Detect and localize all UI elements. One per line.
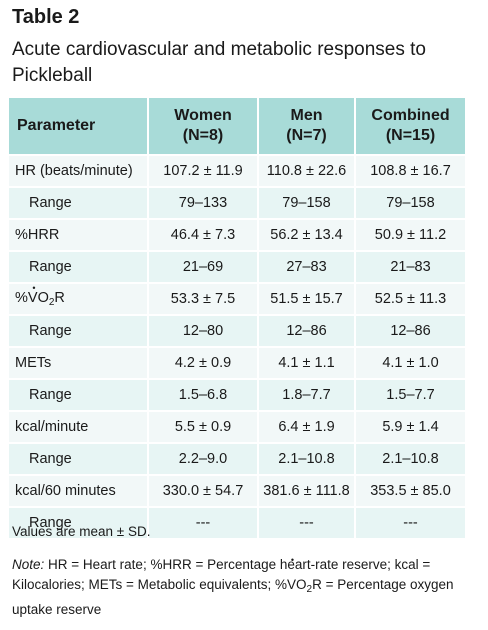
row-label: %V • O2R bbox=[9, 282, 149, 315]
row-label: kcal/minute bbox=[9, 410, 149, 443]
note-text-a: HR = Heart rate; %HRR = Percentage heart… bbox=[12, 555, 430, 592]
header-combined-label: Combined bbox=[371, 107, 450, 124]
row-label: Range bbox=[9, 506, 149, 538]
table-row: HR (beats/minute) 107.2 ± 11.9 110.8 ± 2… bbox=[9, 154, 465, 187]
table-row: Range 2.2–9.0 2.1–10.8 2.1–10.8 bbox=[9, 442, 465, 475]
row-label: METs bbox=[9, 346, 149, 379]
cell-women: 21–69 bbox=[148, 250, 259, 283]
cell-combined: 5.9 ± 1.4 bbox=[355, 410, 465, 443]
table-row: Range 1.5–6.8 1.8–7.7 1.5–7.7 bbox=[9, 378, 465, 411]
cell-men: 51.5 ± 15.7 bbox=[258, 282, 356, 315]
cell-women: 79–133 bbox=[148, 186, 259, 219]
cell-men: --- bbox=[258, 506, 356, 538]
header-women-n: (N=8) bbox=[182, 127, 224, 144]
header-men: Men (N=7) bbox=[258, 98, 356, 155]
note-text-b: R = Percentage oxygen uptake reserve bbox=[12, 577, 454, 617]
header-combined-n: (N=15) bbox=[385, 127, 436, 144]
cell-combined: 4.1 ± 1.0 bbox=[355, 346, 465, 379]
cell-men: 6.4 ± 1.9 bbox=[258, 410, 356, 443]
row-label: %HRR bbox=[9, 218, 149, 251]
row-label: Range bbox=[9, 250, 149, 283]
vo2r-prefix: %V • bbox=[15, 283, 38, 306]
row-label: kcal/60 minutes bbox=[9, 474, 149, 507]
row-label: Range bbox=[9, 186, 149, 219]
cell-men: 1.8–7.7 bbox=[258, 378, 356, 411]
vdot-mark: • bbox=[32, 283, 36, 293]
header-women: Women (N=8) bbox=[148, 98, 259, 155]
cell-women: 1.5–6.8 bbox=[148, 378, 259, 411]
cell-combined: 108.8 ± 16.7 bbox=[355, 154, 465, 187]
row-label: Range bbox=[9, 314, 149, 347]
cell-men: 2.1–10.8 bbox=[258, 442, 356, 475]
cell-men: 4.1 ± 1.1 bbox=[258, 346, 356, 379]
table-label: Table 2 bbox=[12, 6, 80, 28]
cell-combined: 2.1–10.8 bbox=[355, 442, 465, 475]
row-label: HR (beats/minute) bbox=[9, 154, 149, 187]
header-women-label: Women bbox=[174, 107, 232, 124]
cell-men: 12–86 bbox=[258, 314, 356, 347]
cell-women: 46.4 ± 7.3 bbox=[148, 218, 259, 251]
cell-combined: 353.5 ± 85.0 bbox=[355, 474, 465, 507]
cell-women: 53.3 ± 7.5 bbox=[148, 282, 259, 315]
header-combined: Combined (N=15) bbox=[355, 98, 465, 155]
note-vo2-o: O bbox=[296, 577, 307, 592]
vo2r-subscript: 2 bbox=[48, 297, 55, 308]
cell-women: 2.2–9.0 bbox=[148, 442, 259, 475]
cell-men: 110.8 ± 22.6 bbox=[258, 154, 356, 187]
cell-men: 27–83 bbox=[258, 250, 356, 283]
cell-women: --- bbox=[148, 506, 259, 538]
values-footnote: Values are mean ± SD. bbox=[12, 524, 151, 539]
table-row: Range 21–69 27–83 21–83 bbox=[9, 250, 465, 283]
vdot-mark: • bbox=[290, 555, 295, 565]
data-table: Parameter Women (N=8) Men (N=7) Combined… bbox=[9, 98, 465, 538]
cell-women: 4.2 ± 0.9 bbox=[148, 346, 259, 379]
table-row: kcal/minute 5.5 ± 0.9 6.4 ± 1.9 5.9 ± 1.… bbox=[9, 410, 465, 443]
row-label: Range bbox=[9, 378, 149, 411]
header-parameter: Parameter bbox=[9, 98, 149, 155]
table-caption: Acute cardiovascular and metabolic respo… bbox=[12, 39, 427, 86]
header-men-label: Men bbox=[290, 107, 323, 124]
cell-men: 381.6 ± 111.8 bbox=[258, 474, 356, 507]
note-label: Note: bbox=[12, 557, 45, 572]
abbreviations-note: Note: HR = Heart rate; %HRR = Percentage… bbox=[12, 555, 480, 620]
cell-combined: 21–83 bbox=[355, 250, 465, 283]
vo2r-suffix: R bbox=[54, 290, 65, 306]
table-row: Range 79–133 79–158 79–158 bbox=[9, 186, 465, 219]
table-row: Range --- --- --- bbox=[9, 506, 465, 538]
cell-women: 107.2 ± 11.9 bbox=[148, 154, 259, 187]
header-row: Parameter Women (N=8) Men (N=7) Combined… bbox=[9, 98, 465, 155]
cell-women: 12–80 bbox=[148, 314, 259, 347]
header-men-n: (N=7) bbox=[286, 127, 327, 144]
table-row: %V • O2R 53.3 ± 7.5 51.5 ± 15.7 52.5 ± 11.… bbox=[9, 282, 465, 315]
note-subscript: 2 bbox=[306, 584, 313, 595]
table-row: kcal/60 minutes 330.0 ± 54.7 381.6 ± 111… bbox=[9, 474, 465, 507]
cell-combined: 52.5 ± 11.3 bbox=[355, 282, 465, 315]
cell-combined: --- bbox=[355, 506, 465, 538]
table-row: Range 12–80 12–86 12–86 bbox=[9, 314, 465, 347]
table-row: METs 4.2 ± 0.9 4.1 ± 1.1 4.1 ± 1.0 bbox=[9, 346, 465, 379]
cell-combined: 50.9 ± 11.2 bbox=[355, 218, 465, 251]
cell-combined: 79–158 bbox=[355, 186, 465, 219]
cell-men: 56.2 ± 13.4 bbox=[258, 218, 356, 251]
cell-women: 330.0 ± 54.7 bbox=[148, 474, 259, 507]
cell-combined: 12–86 bbox=[355, 314, 465, 347]
cell-women: 5.5 ± 0.9 bbox=[148, 410, 259, 443]
vo2r-o: O bbox=[37, 290, 49, 306]
cell-combined: 1.5–7.7 bbox=[355, 378, 465, 411]
row-label: Range bbox=[9, 442, 149, 475]
cell-men: 79–158 bbox=[258, 186, 356, 219]
table-row: %HRR 46.4 ± 7.3 56.2 ± 13.4 50.9 ± 11.2 bbox=[9, 218, 465, 251]
